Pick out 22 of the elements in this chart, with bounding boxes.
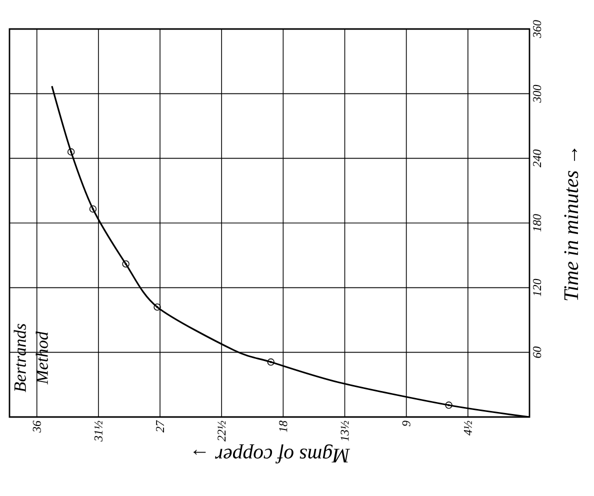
x-tick-label: 27 bbox=[156, 420, 164, 433]
point bbox=[267, 358, 274, 366]
point bbox=[89, 205, 97, 213]
annotation: Bertrands Method bbox=[14, 324, 48, 392]
y-tick-label: 360 bbox=[533, 20, 542, 38]
point bbox=[154, 303, 161, 311]
y-tick-label: 120 bbox=[533, 278, 542, 296]
point bbox=[445, 402, 452, 409]
y-tick-label: 240 bbox=[533, 149, 542, 168]
x-tick-label: 4½ bbox=[464, 420, 472, 436]
x-tick-label: 36 bbox=[32, 420, 41, 433]
x-tick-label: 18 bbox=[279, 420, 288, 432]
point bbox=[67, 148, 75, 156]
x-tick-label: 13½ bbox=[340, 420, 349, 442]
x-tick-label: 22½ bbox=[218, 420, 226, 442]
y-tick-label: 300 bbox=[533, 84, 542, 103]
y-axis-title: Time in minutes → bbox=[564, 148, 578, 300]
x-tick-label: 31½ bbox=[94, 420, 102, 442]
y-tick-label: 60 bbox=[533, 346, 542, 358]
x-axis-title: Mgms of copper → bbox=[193, 444, 350, 464]
y-tick-label: 180 bbox=[533, 214, 542, 232]
x-tick-label: 9 bbox=[402, 420, 410, 426]
